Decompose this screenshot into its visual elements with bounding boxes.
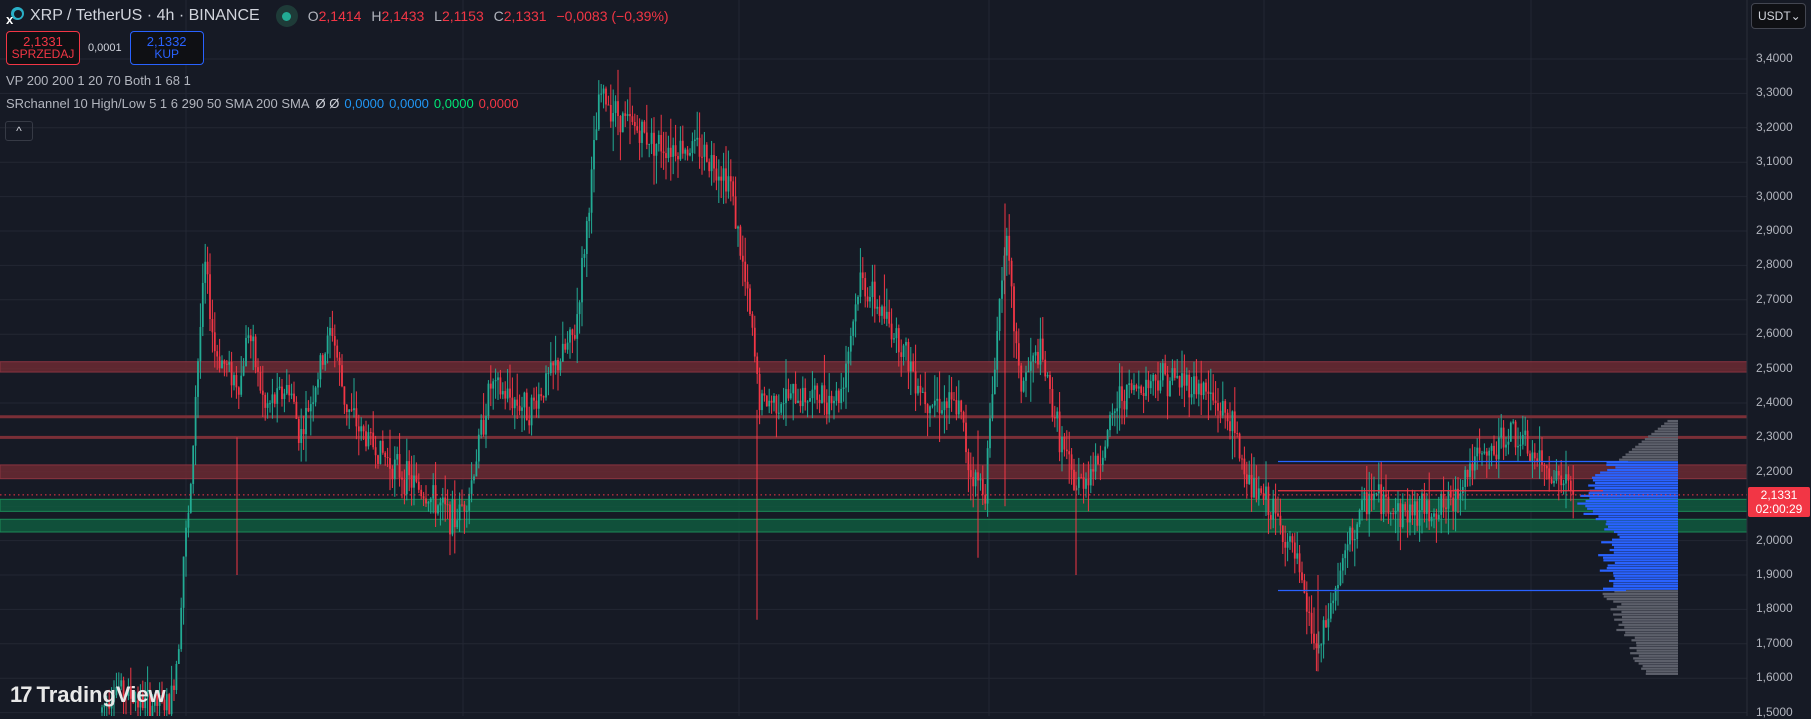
indicator-volume-profile[interactable]: VP 200 200 1 20 70 Both 1 68 1 bbox=[6, 73, 191, 88]
currency-selector[interactable]: USDT ⌄ bbox=[1751, 3, 1806, 29]
price-axis-label: 1,7000 bbox=[1756, 635, 1793, 650]
xrp-symbol-icon: x bbox=[6, 6, 26, 27]
price-axis-label: 2,2000 bbox=[1756, 463, 1793, 478]
last-price-tag: 2,1331 02:00:29 bbox=[1748, 487, 1810, 517]
price-axis-label: 3,2000 bbox=[1756, 119, 1793, 134]
price-axis-label: 3,0000 bbox=[1756, 188, 1793, 203]
tradingview-logo[interactable]: 17 TradingView bbox=[10, 682, 166, 707]
buy-button[interactable]: 2,1332 KUP bbox=[129, 31, 204, 65]
high-value: 2,1433 bbox=[381, 8, 425, 24]
collapse-legend-button[interactable]: ^ bbox=[5, 121, 33, 141]
open-value: 2,1414 bbox=[318, 8, 362, 24]
candles bbox=[101, 69, 1575, 716]
volume-profile bbox=[1577, 419, 1678, 675]
chevron-down-icon: ⌄ bbox=[1790, 9, 1801, 23]
price-axis-label: 2,6000 bbox=[1756, 326, 1793, 341]
symbol-title[interactable]: XRP / TetherUS · 4h · BINANCE bbox=[30, 7, 260, 24]
tradingview-logo-icon: 17 bbox=[10, 682, 33, 707]
symbol-legend: x XRP / TetherUS · 4h · BINANCE O2,1414 … bbox=[6, 5, 675, 27]
price-axis-label: 2,3000 bbox=[1756, 429, 1793, 444]
close-value: 2,1331 bbox=[503, 8, 547, 24]
resistance-line bbox=[0, 435, 1747, 439]
market-open-status-icon bbox=[275, 5, 298, 27]
sell-button[interactable]: 2,1331 SPRZEDAJ bbox=[6, 31, 80, 65]
price-axis-label: 3,4000 bbox=[1756, 51, 1793, 65]
spread-value: 0,0001 bbox=[88, 42, 122, 54]
price-axis-label: 3,3000 bbox=[1756, 85, 1793, 100]
change-value: −0,0083 (−0,39%) bbox=[556, 8, 669, 24]
indicator-sr-channel[interactable]: SRchannel 10 High/Low 5 1 6 290 50 SMA 2… bbox=[6, 96, 519, 111]
price-axis-label: 2,8000 bbox=[1756, 257, 1793, 272]
price-axis-label: 2,7000 bbox=[1756, 291, 1793, 306]
price-axis-label: 2,9000 bbox=[1756, 223, 1793, 237]
low-value: 2,1153 bbox=[441, 8, 484, 24]
resistance-line bbox=[0, 415, 1747, 419]
price-axis-label: 2,5000 bbox=[1756, 360, 1793, 375]
resistance-zone bbox=[0, 361, 1748, 373]
price-axis-label: 2,4000 bbox=[1756, 395, 1793, 409]
quick-trade: 2,1331 SPRZEDAJ 0,0001 2,1332 KUP bbox=[6, 31, 204, 65]
bar-countdown: 02:00:29 bbox=[1755, 502, 1803, 516]
price-axis-label: 3,1000 bbox=[1756, 154, 1793, 169]
ohlc-values: O2,1414 H2,1433 L2,1153 C2,1331 −0,0083 … bbox=[307, 8, 669, 24]
chevron-up-icon: ^ bbox=[16, 124, 22, 138]
support-zone bbox=[0, 518, 1748, 533]
price-axis-label: 1,9000 bbox=[1756, 567, 1793, 581]
price-axis-label: 2,0000 bbox=[1756, 532, 1793, 547]
price-axis-label: 1,5000 bbox=[1756, 704, 1793, 719]
resistance-zone bbox=[0, 464, 1748, 480]
price-axis-label: 1,8000 bbox=[1756, 601, 1793, 616]
support-zone bbox=[0, 498, 1748, 512]
price-axis-label: 1,6000 bbox=[1756, 670, 1793, 685]
